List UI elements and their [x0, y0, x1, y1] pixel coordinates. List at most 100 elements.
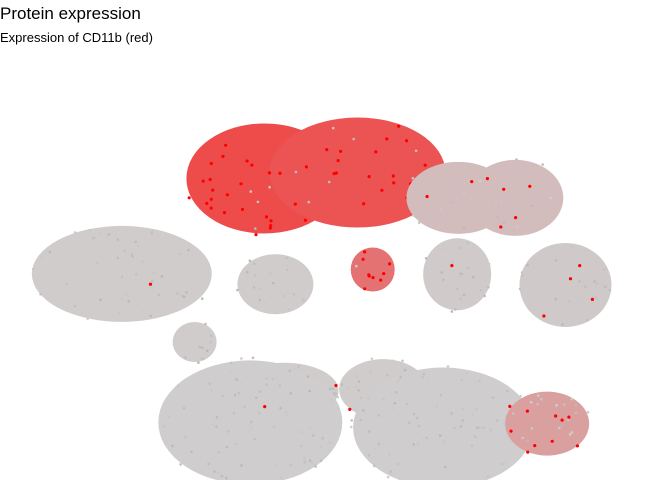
data-point [251, 356, 255, 360]
data-point [563, 403, 566, 406]
data-point [268, 272, 272, 275]
data-point [557, 426, 561, 430]
data-point [553, 277, 557, 281]
data-point [465, 372, 469, 375]
data-point [141, 310, 145, 314]
data-point [439, 207, 442, 210]
data-point [334, 392, 338, 396]
data-point [116, 256, 119, 260]
data-point [362, 202, 366, 206]
data-point [271, 377, 275, 381]
data-point [187, 248, 190, 252]
data-point [365, 379, 369, 383]
data-point [246, 270, 249, 274]
data-point [420, 456, 423, 459]
data-point [73, 231, 77, 234]
data-point [325, 148, 329, 152]
data-point [258, 298, 262, 302]
data-point [443, 465, 447, 469]
data-point [555, 404, 558, 407]
data-point [502, 221, 506, 224]
data-point [549, 196, 552, 200]
data-point [374, 150, 378, 154]
data-point [483, 294, 486, 298]
data-point [570, 431, 574, 434]
data-point [509, 429, 513, 433]
data-point [277, 285, 281, 289]
data-point [401, 359, 404, 363]
data-point [285, 268, 289, 272]
data-point [331, 126, 335, 130]
data-point [263, 405, 267, 409]
data-point [594, 296, 597, 299]
data-point [278, 384, 282, 387]
data-point [73, 304, 77, 308]
data-point [455, 175, 458, 179]
data-point [533, 444, 537, 448]
subtitle: Expression of CD11b (red) [0, 30, 153, 45]
data-point [184, 356, 187, 359]
data-point [245, 159, 249, 163]
data-point [560, 418, 564, 422]
data-point [520, 271, 524, 274]
data-point [438, 434, 442, 437]
data-point [361, 257, 365, 261]
data-point [442, 211, 445, 215]
data-point [446, 365, 450, 368]
data-point [461, 407, 464, 411]
data-point [388, 453, 391, 457]
data-point [417, 462, 421, 466]
data-point [222, 211, 227, 215]
cluster-body [350, 247, 395, 292]
data-point [386, 475, 390, 479]
data-point [209, 334, 213, 338]
data-point [280, 476, 283, 480]
data-point [367, 274, 371, 278]
data-point [224, 143, 228, 147]
data-point [209, 341, 212, 344]
data-point [152, 271, 155, 275]
data-point [278, 171, 282, 175]
data-point [269, 219, 273, 223]
data-point [470, 180, 474, 184]
data-point [412, 443, 416, 446]
data-point [200, 297, 204, 301]
data-point [209, 197, 213, 201]
data-point [377, 414, 380, 417]
data-point [209, 161, 213, 166]
data-point [568, 277, 573, 281]
data-point [473, 435, 477, 439]
data-point [499, 225, 503, 229]
data-point [215, 416, 219, 419]
data-point [254, 227, 257, 230]
data-point [550, 439, 554, 443]
data-point [148, 282, 153, 286]
data-point [225, 476, 228, 480]
data-point [486, 475, 490, 478]
data-point [574, 411, 578, 415]
data-point [423, 163, 427, 167]
data-point [353, 385, 357, 389]
data-point [355, 375, 359, 378]
data-point [330, 431, 333, 434]
data-point [250, 426, 253, 430]
data-point [461, 419, 465, 422]
data-point [182, 295, 186, 299]
data-point [367, 397, 370, 400]
data-point [306, 375, 310, 378]
data-point [451, 399, 455, 402]
data-point [496, 419, 499, 422]
data-point [352, 137, 356, 141]
data-point [99, 298, 102, 302]
data-point [579, 300, 582, 304]
data-point [368, 386, 372, 390]
data-point [443, 286, 446, 290]
data-point [48, 250, 52, 254]
data-point [377, 442, 381, 446]
data-point [107, 258, 111, 262]
data-point [240, 357, 243, 360]
data-point [57, 273, 61, 276]
data-point [570, 245, 573, 248]
data-point [519, 394, 522, 398]
